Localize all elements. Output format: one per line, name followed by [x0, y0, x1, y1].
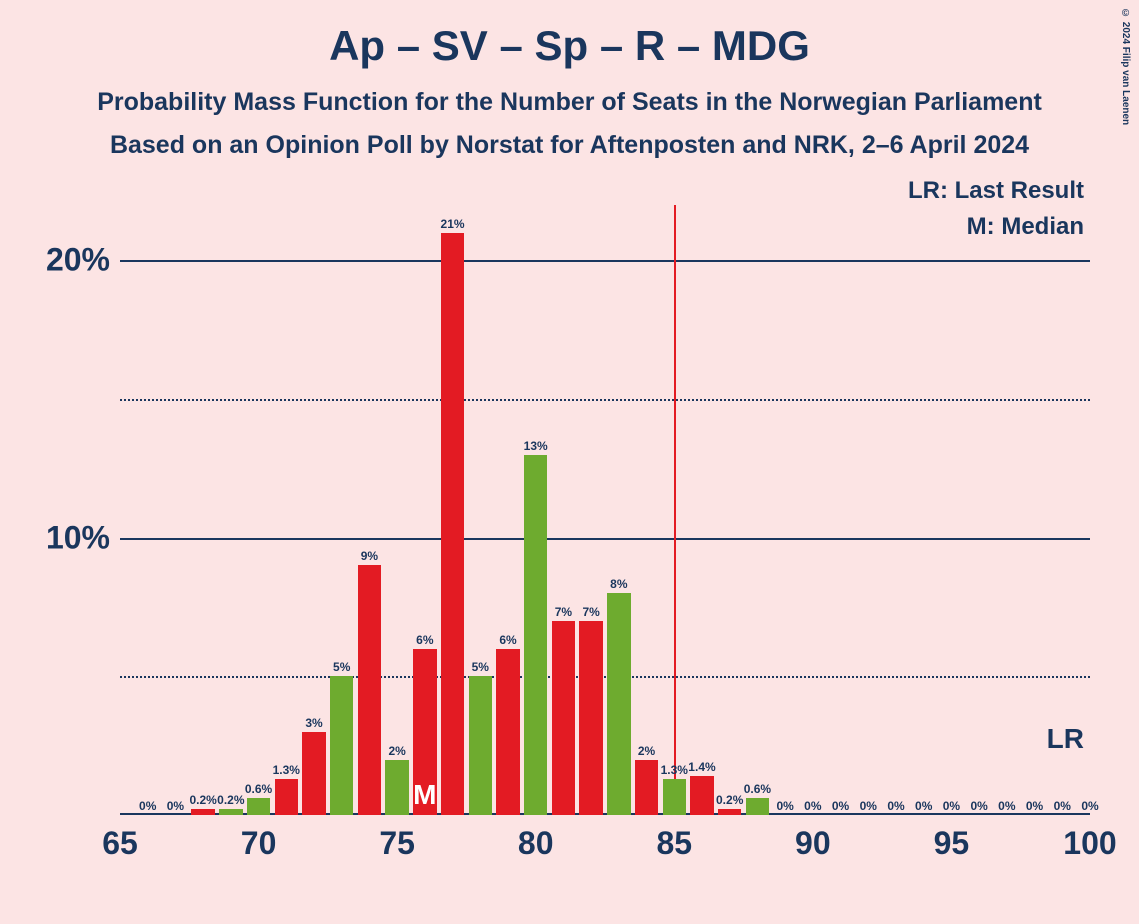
- bar-label: 0.6%: [744, 782, 771, 796]
- bar-label: 0%: [943, 799, 960, 813]
- bar-label: 0%: [139, 799, 156, 813]
- x-axis-label: 80: [518, 825, 554, 862]
- bar: 8%: [607, 593, 631, 815]
- median-marker: M: [413, 779, 436, 811]
- bar-label: 0%: [970, 799, 987, 813]
- bar-label: 0%: [860, 799, 877, 813]
- bar: 2%: [635, 760, 659, 815]
- bar: 1.3%: [275, 779, 299, 815]
- bar-label: 2%: [388, 744, 405, 758]
- bar: 5%: [330, 676, 354, 815]
- copyright-text: © 2024 Filip van Laenen: [1120, 8, 1131, 125]
- bar-label: 0.6%: [245, 782, 272, 796]
- bar-label: 8%: [610, 577, 627, 591]
- bar: 6%: [496, 649, 520, 815]
- bar-label: 5%: [472, 660, 489, 674]
- bar-label: 1.3%: [661, 763, 688, 777]
- bar-label: 0%: [887, 799, 904, 813]
- bar-label: 6%: [499, 633, 516, 647]
- bar-label: 0%: [1026, 799, 1043, 813]
- bar-label: 3%: [305, 716, 322, 730]
- chart-title: Ap – SV – Sp – R – MDG: [0, 0, 1139, 70]
- bar: 0.6%: [247, 798, 271, 815]
- legend-m: M: Median: [967, 213, 1084, 241]
- x-axis-label: 100: [1063, 825, 1116, 862]
- bar: 21%: [441, 233, 465, 815]
- bar: 5%: [469, 676, 493, 815]
- lr-marker: LR: [1047, 723, 1084, 755]
- gridline-major: [120, 538, 1090, 540]
- bar-label: 0%: [167, 799, 184, 813]
- bar: 1.3%: [663, 779, 687, 815]
- bar-label: 7%: [555, 605, 572, 619]
- bar: 2%: [385, 760, 409, 815]
- x-axis-label: 90: [795, 825, 831, 862]
- x-axis-label: 85: [656, 825, 692, 862]
- bar-label: 5%: [333, 660, 350, 674]
- bar-label: 0%: [804, 799, 821, 813]
- bar-label: 9%: [361, 549, 378, 563]
- bar-label: 1.3%: [273, 763, 300, 777]
- bar: 1.4%: [690, 776, 714, 815]
- bar-label: 0%: [915, 799, 932, 813]
- bar-label: 6%: [416, 633, 433, 647]
- bar-label: 0%: [1081, 799, 1098, 813]
- bar-label: 0.2%: [189, 793, 216, 807]
- bar: 6%M: [413, 649, 437, 815]
- bar: 7%: [552, 621, 576, 815]
- bar: 3%: [302, 732, 326, 815]
- bar: 0.2%: [191, 809, 215, 815]
- bar-label: 1.4%: [688, 760, 715, 774]
- bar-label: 0.2%: [716, 793, 743, 807]
- bar: 13%: [524, 455, 548, 815]
- lr-line: [674, 205, 676, 815]
- y-axis-label: 20%: [46, 242, 110, 279]
- y-axis-label: 10%: [46, 519, 110, 556]
- bar-label: 21%: [441, 217, 465, 231]
- bar-label: 0%: [1054, 799, 1071, 813]
- x-axis-label: 65: [102, 825, 138, 862]
- gridline-minor: [120, 676, 1090, 678]
- bar-label: 7%: [582, 605, 599, 619]
- bar: 0.2%: [718, 809, 742, 815]
- bar-label: 0%: [998, 799, 1015, 813]
- chart-subtitle-1: Probability Mass Function for the Number…: [0, 88, 1139, 117]
- gridline-minor: [120, 399, 1090, 401]
- bar-label: 2%: [638, 744, 655, 758]
- legend-lr: LR: Last Result: [908, 177, 1084, 205]
- bar: 7%: [579, 621, 603, 815]
- x-axis-label: 95: [934, 825, 970, 862]
- x-axis-label: 75: [379, 825, 415, 862]
- bar: 0.2%: [219, 809, 243, 815]
- chart-subtitle-2: Based on an Opinion Poll by Norstat for …: [0, 131, 1139, 160]
- bar: 0.6%: [746, 798, 770, 815]
- gridline-major: [120, 260, 1090, 262]
- bar: 9%: [358, 565, 382, 815]
- bar-label: 13%: [524, 439, 548, 453]
- bar-label: 0%: [832, 799, 849, 813]
- bar-label: 0%: [776, 799, 793, 813]
- plot-area: LR: Last Result M: Median 10%20%65707580…: [120, 205, 1090, 815]
- bar-label: 0.2%: [217, 793, 244, 807]
- x-axis-label: 70: [241, 825, 277, 862]
